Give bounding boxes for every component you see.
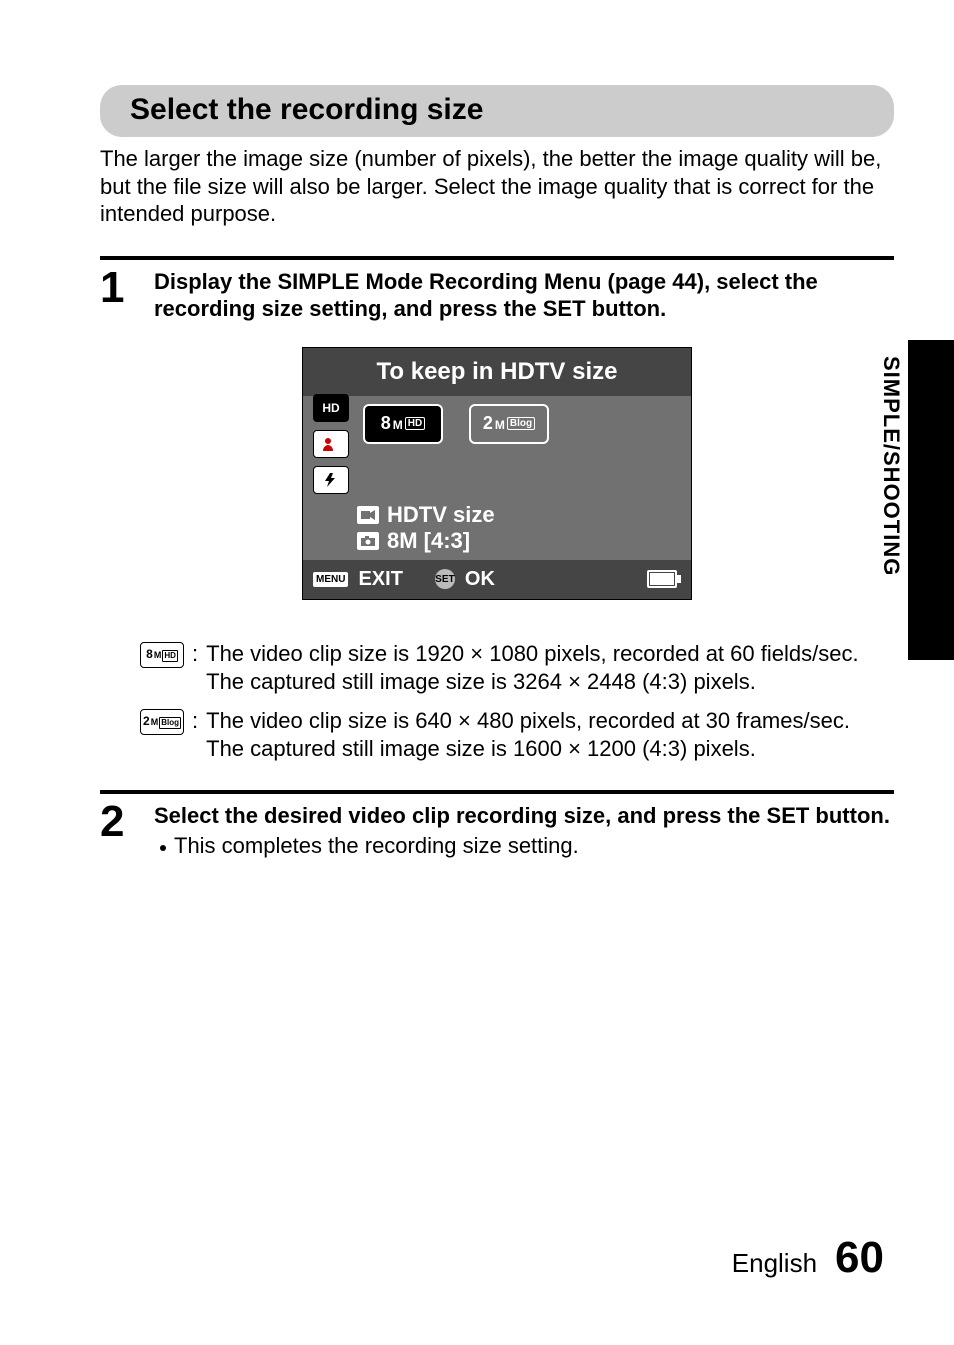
footer-language: English <box>732 1248 817 1279</box>
lcd-screen: To keep in HDTV size HD <box>302 347 692 600</box>
section-heading: Select the recording size <box>130 93 864 127</box>
step-2-number: 2 <box>100 802 132 842</box>
step-1: 1 Display the SIMPLE Mode Recording Menu… <box>100 256 894 764</box>
page: SIMPLE/SHOOTING Select the recording siz… <box>0 0 954 1345</box>
camera-icon <box>357 532 379 550</box>
opt-b-sub: Blog <box>507 417 535 430</box>
step-2-note: This completes the recording size settin… <box>160 833 894 859</box>
lcd-option-row: 8M HD 2M Blog <box>363 404 681 444</box>
lcd-screenshot: To keep in HDTV size HD <box>100 347 894 600</box>
lcd-title: To keep in HDTV size <box>303 348 691 396</box>
colon: : <box>192 707 198 736</box>
od1-sub: HD <box>162 650 178 662</box>
od2-unit: M <box>151 717 159 729</box>
bullet-icon <box>160 845 166 851</box>
page-footer: English 60 <box>732 1233 884 1283</box>
opt-b-num: 2 <box>483 413 493 434</box>
opt-a-unit: M <box>393 418 403 432</box>
option-description-1: 8M HD : The video clip size is 1920 × 10… <box>140 640 894 697</box>
set-label-icon: SET <box>435 569 455 589</box>
battery-icon <box>647 570 681 588</box>
od2-num: 2 <box>143 714 150 730</box>
tab-hd: HD <box>313 394 349 422</box>
od1-line1: The video clip size is 1920 × 1080 pixel… <box>206 641 858 666</box>
od1-num: 8 <box>146 647 153 663</box>
side-section-label: SIMPLE/SHOOTING <box>878 356 904 576</box>
lcd-option-8m-hd: 8M HD <box>363 404 443 444</box>
opt-a-sub: HD <box>405 417 425 430</box>
od2-line2: The captured still image size is 1600 × … <box>206 736 756 761</box>
od2-sub: Blog <box>159 717 181 729</box>
opt-a-num: 8 <box>381 413 391 434</box>
tab-face-icon <box>313 430 349 458</box>
step-1-number: 1 <box>100 268 132 308</box>
lcd-body: HD 8M <box>303 396 691 500</box>
lcd-exit-label: EXIT <box>358 568 402 591</box>
step-2-note-text: This completes the recording size settin… <box>174 833 579 858</box>
side-tab-marker <box>908 340 954 660</box>
lcd-footer: MENU EXIT SET OK <box>303 560 691 599</box>
lcd-side-tabs: HD <box>313 394 349 494</box>
lcd-ok-label: OK <box>465 568 495 591</box>
lcd-info-line1: HDTV size <box>387 502 495 528</box>
step-1-title: Display the SIMPLE Mode Recording Menu (… <box>154 268 894 323</box>
footer-page-number: 60 <box>835 1233 884 1283</box>
menu-label-icon: MENU <box>313 572 348 587</box>
od1-unit: M <box>154 650 162 662</box>
step-2-title: Select the desired video clip recording … <box>154 802 894 830</box>
colon: : <box>192 640 198 669</box>
tab-flash-icon <box>313 466 349 494</box>
option-icon-8m-hd: 8M HD <box>140 642 184 668</box>
lcd-info-line2: 8M [4:3] <box>387 528 470 554</box>
od2-line1: The video clip size is 640 × 480 pixels,… <box>206 708 850 733</box>
lcd-info: HDTV size 8M [4:3] <box>357 500 691 560</box>
step-2: 2 Select the desired video clip recordin… <box>100 790 894 860</box>
option-description-2: 2M Blog : The video clip size is 640 × 4… <box>140 707 894 764</box>
video-icon <box>357 506 379 524</box>
od1-line2: The captured still image size is 3264 × … <box>206 669 756 694</box>
opt-b-unit: M <box>495 418 505 432</box>
lcd-option-2m-blog: 2M Blog <box>469 404 549 444</box>
section-heading-bar: Select the recording size <box>100 85 894 137</box>
option-icon-2m-blog: 2M Blog <box>140 709 184 735</box>
intro-paragraph: The larger the image size (number of pix… <box>100 145 894 228</box>
